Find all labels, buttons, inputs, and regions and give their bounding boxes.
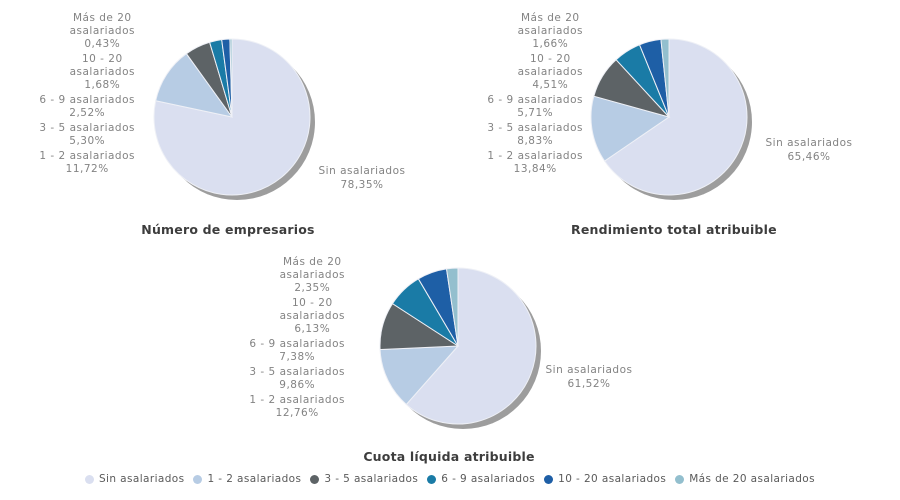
callout-value: 78,35%: [340, 178, 384, 191]
legend-label: 1 - 2 asalariados: [207, 473, 302, 485]
legend-swatch-6-9-asalariados-icon: [427, 474, 437, 484]
legend-item-10-20-asalariados: 10 - 20 asalariados: [544, 473, 666, 485]
legend-item-6-9-asalariados: 6 - 9 asalariados: [427, 473, 535, 485]
pie-slice-1-2-asalariados: [590, 95, 671, 162]
pie-slice-mas-de-20-asalariados: [229, 38, 233, 118]
chart-title: Rendimiento total atribuible: [571, 222, 777, 237]
legend: Sin asalariados 1 - 2 asalariados 3 - 5 …: [0, 473, 900, 485]
callout-6-9-asalariados: 6 - 9 asalariados 5,71%: [487, 94, 583, 119]
callout-value: 65,46%: [787, 150, 831, 163]
callout-labels-left: Más de 20 asalariados 2,35% 10 - 20 asalaria…: [210, 256, 345, 420]
legend-swatch-1-2-asalariados-icon: [193, 474, 203, 484]
callout-value: 61,52%: [567, 377, 611, 390]
callout-mas-de-20-asalariados: Más de 20 asalariados 1,66%: [517, 12, 583, 50]
pie-slice-mas-de-20-asalariados: [445, 267, 459, 347]
legend-label: 3 - 5 asalariados: [324, 473, 419, 485]
callout-labels-left: Más de 20 asalariados 0,43% 10 - 20 asalaria…: [0, 12, 135, 176]
callout-label: Sin asalariados: [765, 137, 853, 149]
legend-swatch-3-5-asalariados-icon: [310, 474, 320, 484]
callout-6-9-asalariados: 6 - 9 asalariados 7,38%: [249, 338, 345, 363]
callout-sin-asalariados: Sin asalariados 61,52%: [519, 364, 659, 391]
callout-10-20-asalariados: 10 - 20 asalariados 4,51%: [517, 53, 583, 91]
pie-slice-mas-de-20-asalariados: [660, 38, 670, 118]
chart-title: Cuota líquida atribuible: [363, 449, 535, 464]
callout-10-20-asalariados: 10 - 20 asalariados 1,68%: [69, 53, 135, 91]
callout-label: Sin asalariados: [318, 165, 406, 177]
pie-slice-sin-asalariados: [405, 267, 537, 425]
legend-swatch-10-20-asalariados-icon: [544, 474, 554, 484]
callout-3-5-asalariados: 3 - 5 asalariados 5,30%: [39, 122, 135, 147]
pie-slice-sin-asalariados: [603, 38, 748, 196]
callout-1-2-asalariados: 1 - 2 asalariados 13,84%: [487, 150, 583, 175]
callout-1-2-asalariados: 1 - 2 asalariados 12,76%: [249, 394, 345, 419]
legend-item-3-5-asalariados: 3 - 5 asalariados: [310, 473, 418, 485]
legend-item-mas-de-20-asalariados: Más de 20 asalariados: [675, 473, 815, 485]
chart-title: Número de empresarios: [141, 222, 315, 237]
pie-cuota-liquida-atribuible: [379, 267, 541, 429]
legend-swatch-mas-de-20-asalariados-icon: [675, 474, 685, 484]
callout-sin-asalariados: Sin asalariados 65,46%: [739, 137, 879, 164]
legend-item-sin-asalariados: Sin asalariados: [84, 473, 185, 485]
callout-mas-de-20-asalariados: Más de 20 asalariados 0,43%: [69, 12, 135, 50]
legend-swatch-sin-asalariados-icon: [84, 474, 94, 484]
callout-10-20-asalariados: 10 - 20 asalariados 6,13%: [279, 297, 345, 335]
legend-label: 6 - 9 asalariados: [441, 473, 536, 485]
callout-6-9-asalariados: 6 - 9 asalariados 2,52%: [39, 94, 135, 119]
callout-labels-left: Más de 20 asalariados 1,66% 10 - 20 asalaria…: [448, 12, 583, 176]
callout-label: Sin asalariados: [545, 364, 633, 376]
callout-sin-asalariados: Sin asalariados 78,35%: [292, 165, 432, 192]
callout-1-2-asalariados: 1 - 2 asalariados 11,72%: [39, 150, 135, 175]
callout-3-5-asalariados: 3 - 5 asalariados 8,83%: [487, 122, 583, 147]
callout-mas-de-20-asalariados: Más de 20 asalariados 2,35%: [279, 256, 345, 294]
pie-numero-de-empresarios: [153, 38, 315, 200]
legend-label: Más de 20 asalariados: [689, 473, 815, 485]
legend-label: 10 - 20 asalariados: [558, 473, 667, 485]
legend-label: Sin asalariados: [98, 473, 185, 485]
pie-rendimiento-total-atribuible: [590, 38, 752, 200]
legend-item-1-2-asalariados: 1 - 2 asalariados: [193, 473, 301, 485]
callout-3-5-asalariados: 3 - 5 asalariados 9,86%: [249, 366, 345, 391]
pie-slice-1-2-asalariados: [379, 345, 460, 406]
